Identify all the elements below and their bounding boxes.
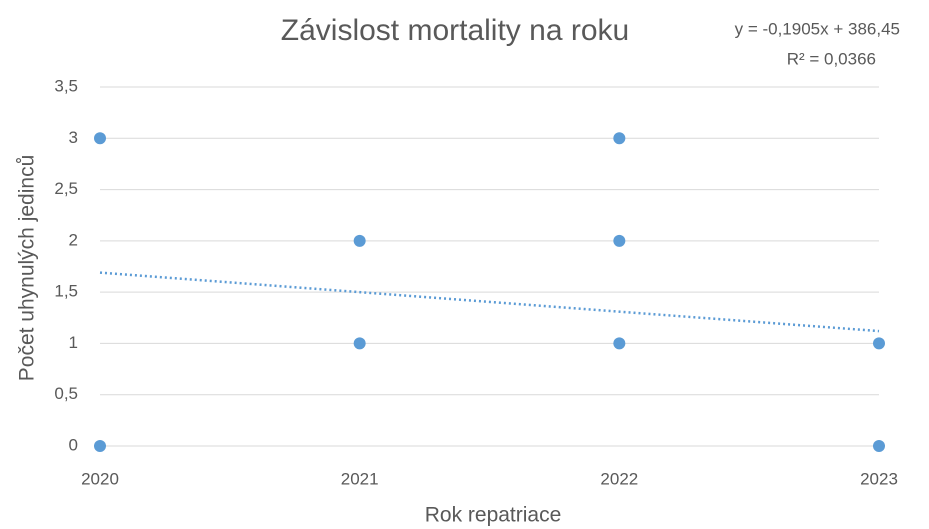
data-point [94,132,106,145]
y-tick-label: 0 [69,435,78,454]
y-tick-label: 1,5 [54,282,78,301]
y-axis-label: Počet uhynulých jedinců [16,155,39,381]
x-tick-label: 2020 [81,469,119,488]
trendline-equation: y = -0,1905x + 386,45 [735,19,900,38]
y-tick-label: 2 [69,230,78,249]
r-squared: R² = 0,0366 [787,49,876,68]
data-point [613,337,626,350]
data-point [353,337,366,350]
x-axis-label: Rok repatriace [425,504,562,527]
y-tick-label: 0,5 [54,384,78,403]
x-tick-label: 2022 [600,469,638,488]
data-point [873,440,885,452]
x-tick-label: 2023 [860,469,898,488]
y-tick-label: 2,5 [54,179,78,198]
data-point [94,440,106,452]
data-point [353,234,366,247]
x-tick-label: 2021 [341,469,379,488]
y-tick-label: 1 [69,333,78,352]
trendline [99,271,880,333]
data-point [613,132,626,145]
y-tick-label: 3 [69,128,78,147]
y-tick-label: 3,5 [54,76,78,95]
data-point [613,234,626,247]
data-point [873,337,885,350]
chart-title: Závislost mortality na roku [281,14,629,47]
